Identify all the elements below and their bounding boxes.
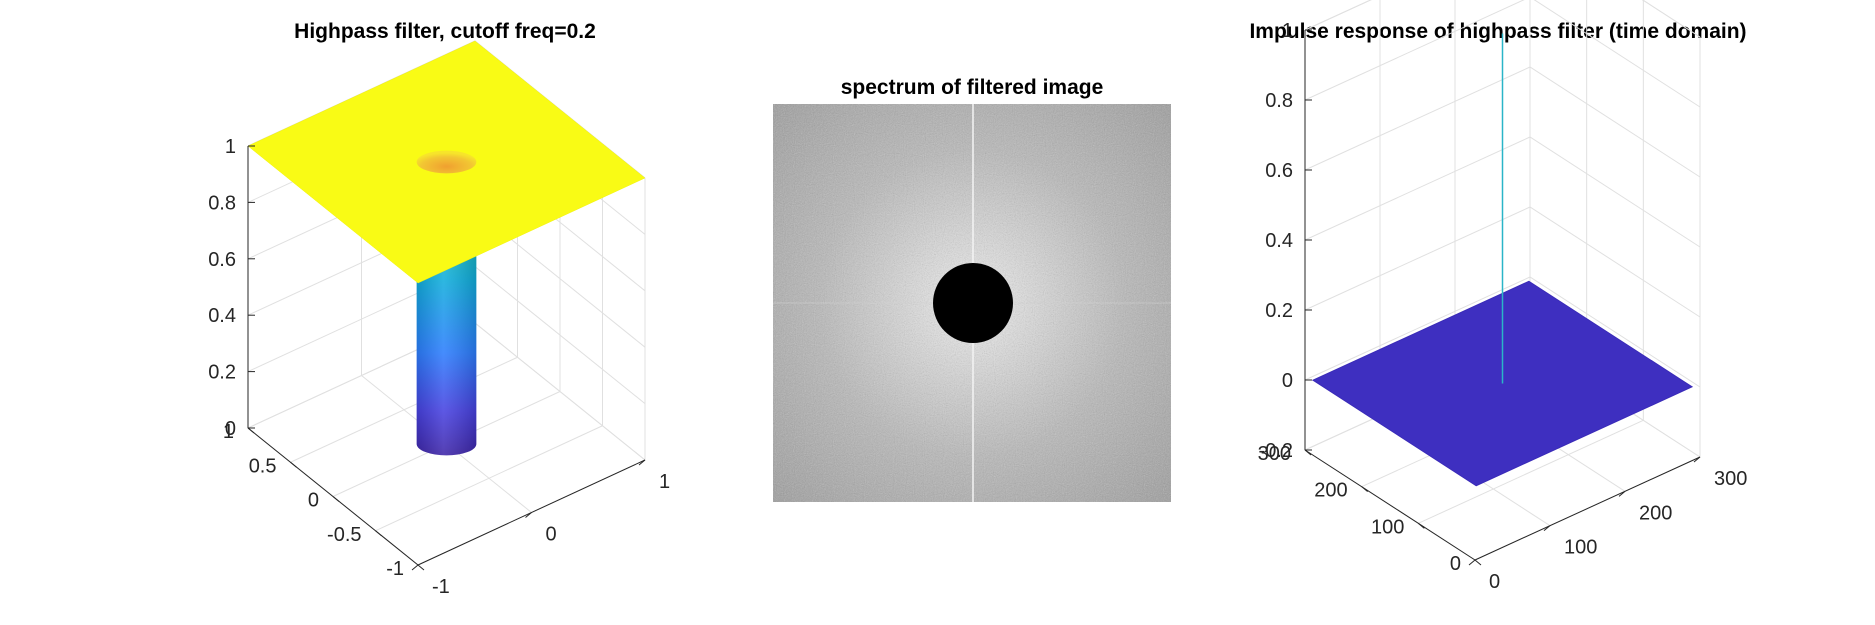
x-tick-mark: [1693, 456, 1701, 463]
grid-line: [290, 356, 518, 463]
z-tick-label: 1: [1282, 20, 1293, 42]
x-tick-label: 0: [546, 524, 557, 546]
z-tick-label: 0: [225, 418, 236, 440]
y-tick-mark: [375, 530, 382, 537]
x-tick-mark: [638, 459, 646, 466]
x-tick-label: 200: [1639, 502, 1672, 524]
y-tick-label: 300: [1258, 443, 1291, 465]
impulse-response-surface: [1311, 33, 1694, 487]
y-tick-mark: [247, 427, 255, 434]
box-edge: [1304, 0, 1701, 38]
z-tick-label: 0: [1282, 370, 1293, 392]
x-tick-label: 100: [1564, 537, 1597, 559]
y-tick-mark: [1418, 522, 1425, 529]
y-tick-label: 1: [223, 421, 234, 443]
x-tick-mark: [1468, 559, 1476, 566]
x-tick-label: 300: [1714, 468, 1747, 490]
grid-line: [1304, 0, 1701, 108]
z-tick-label: 1: [225, 136, 236, 158]
z-tick-label: 0.2: [1265, 300, 1293, 322]
highpass-filter-title: Highpass filter, cutoff freq=0.2: [294, 20, 596, 43]
z-tick-label: 0.8: [1265, 90, 1293, 112]
y-tick-label: -1: [386, 558, 404, 580]
impulse-response-title: Impulse response of highpass filter (tim…: [1249, 20, 1746, 43]
highpass-filter-y-ticks: -1 -0.5 0 0.5 1: [223, 421, 425, 580]
z-tick-label: 0.6: [1265, 160, 1293, 182]
spectrum-title: spectrum of filtered image: [841, 76, 1104, 99]
x-tick-mark: [1618, 490, 1626, 497]
x-tick-label: 0: [1489, 571, 1500, 593]
x-tick-label: -1: [432, 576, 450, 598]
z-tick-label: 0.2: [208, 362, 236, 384]
highpass-filter-z-ticks: 0 0.2 0.4 0.6 0.8 1: [208, 136, 255, 440]
z-tick-label: 0.8: [208, 192, 236, 214]
y-tick-mark: [417, 564, 425, 571]
highpass-filter-x-ticks: -1 0 1: [411, 459, 670, 598]
x-tick-label: 1: [659, 471, 670, 493]
y-tick-mark: [1361, 486, 1368, 493]
z-tick-label: 0.4: [1265, 230, 1293, 252]
grid-line: [1418, 419, 1644, 524]
y-tick-label: 0: [308, 490, 319, 512]
filter-plateau-dip: [416, 150, 477, 174]
z-tick-label: 0.6: [208, 249, 236, 271]
y-tick-mark: [332, 496, 340, 502]
impulse-response-z-ticks: -0.2 0 0.2 0.4 0.6 0.8 1: [1259, 20, 1312, 462]
highpass-filter-axes: Highpass filter, cutoff freq=0.2 0 0.2 0.4…: [208, 20, 670, 598]
y-tick-mark: [1474, 559, 1482, 566]
spectrum-axes: spectrum of filtered image: [773, 76, 1171, 502]
x-tick-mark: [1543, 525, 1551, 532]
highpass-filter-surface: [247, 40, 646, 456]
x-axis-line: [1474, 456, 1701, 561]
grid-line: [375, 425, 603, 532]
x-tick-mark: [525, 512, 532, 518]
x-tick-mark: [411, 564, 419, 571]
y-tick-label: -0.5: [327, 524, 361, 546]
y-tick-mark: [1304, 449, 1312, 456]
z-tick-label: 0.4: [208, 305, 236, 327]
y-tick-label: 200: [1314, 480, 1347, 502]
spectrum-removed-low-frequencies: [933, 263, 1013, 343]
y-tick-label: 0: [1450, 553, 1461, 575]
z-tick-label: -0.2: [1259, 440, 1293, 462]
y-tick-label: 0.5: [249, 455, 277, 477]
impulse-response-axes: Impulse response of highpass filter (tim…: [1249, 0, 1747, 593]
impulse-response-y-ticks: 0 100 200 300: [1258, 443, 1482, 575]
y-tick-mark: [290, 461, 297, 468]
y-tick-label: 100: [1371, 516, 1404, 538]
impulse-response-x-ticks: 0 100 200 300: [1468, 456, 1747, 593]
y-axis-line: [1304, 449, 1476, 561]
